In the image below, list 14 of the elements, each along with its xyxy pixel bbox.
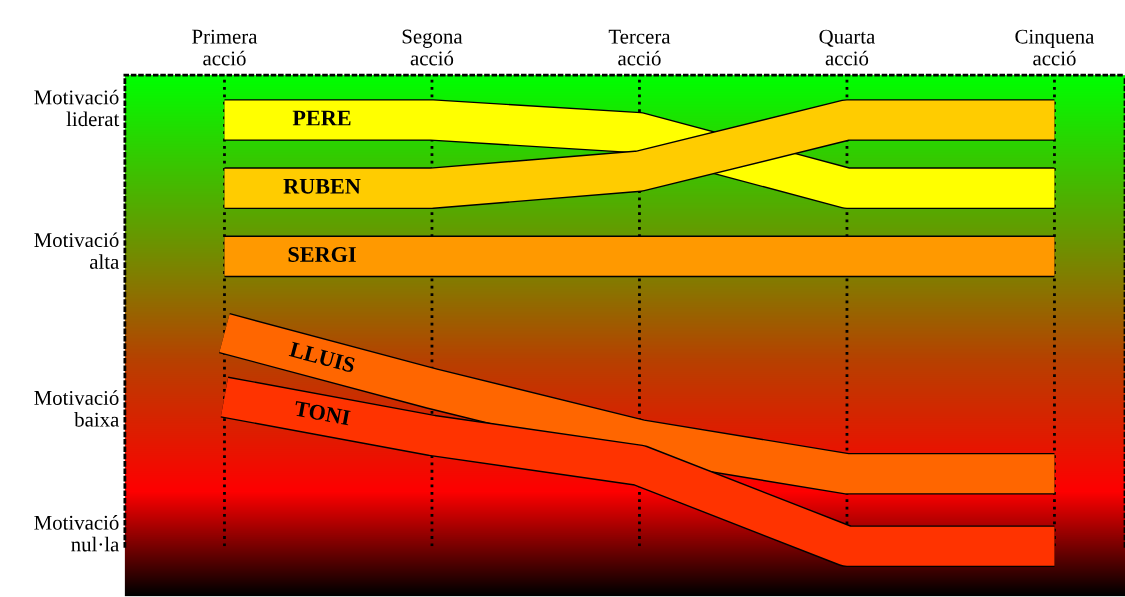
x-tick-label: Quarta acció	[819, 29, 876, 66]
series-label: RUBEN	[283, 178, 361, 194]
x-tick-label: Primera acció	[192, 29, 258, 66]
series-label: PERE	[292, 110, 351, 126]
text: Motivació alta	[34, 232, 120, 269]
series-label: SERGI	[288, 247, 356, 262]
text: Motivació baixa	[34, 390, 120, 427]
text: LLUIS	[288, 341, 356, 373]
text: TONI	[293, 400, 351, 426]
x-tick-label: Tercera acció	[608, 29, 671, 66]
text: Motivació liderat	[34, 89, 120, 127]
x-tick-label: Cinquena acció	[1015, 29, 1095, 66]
text: Motivació nul·la	[34, 515, 120, 552]
x-tick-label: Segona acció	[402, 29, 463, 66]
